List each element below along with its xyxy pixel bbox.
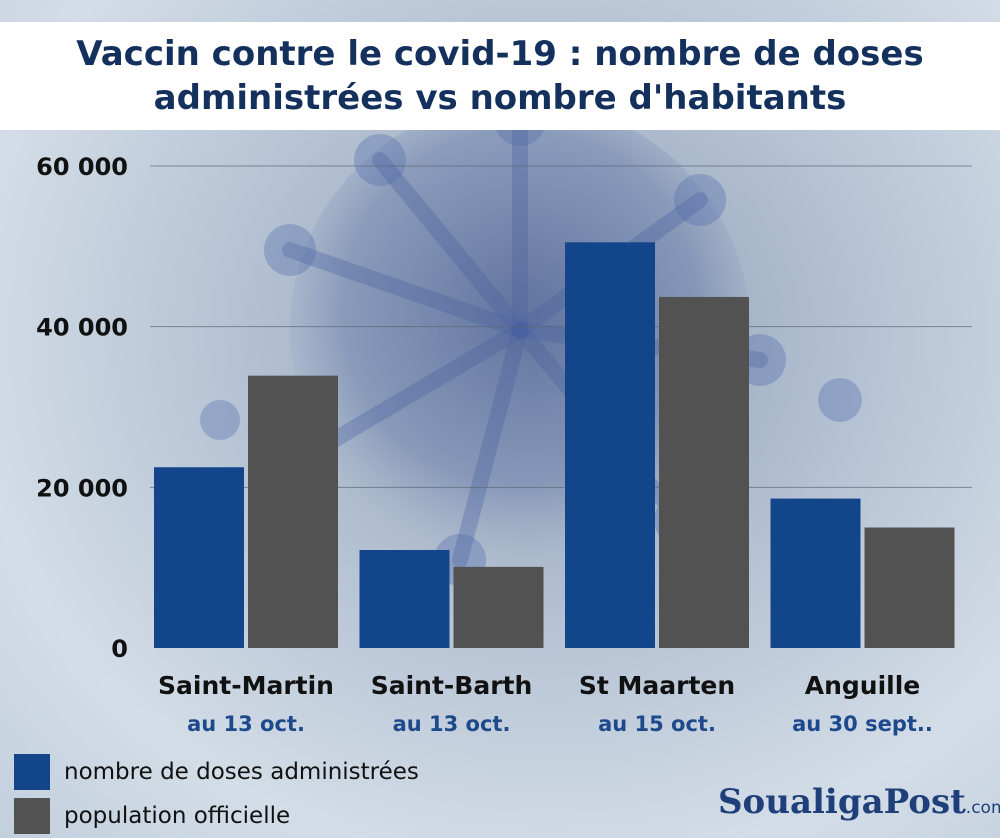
bar-doses bbox=[359, 549, 450, 648]
x-category-date: au 13 oct. bbox=[187, 712, 305, 736]
legend-label-population: population officielle bbox=[64, 803, 291, 829]
legend-item-population: population officielle bbox=[14, 794, 419, 838]
x-category-label: Anguille bbox=[805, 671, 921, 700]
y-tick-label: 40 000 bbox=[36, 314, 128, 342]
brand-name: SoualigaPost bbox=[718, 782, 966, 822]
bar-population bbox=[864, 527, 955, 648]
legend-swatch-population bbox=[14, 798, 50, 834]
bar-doses bbox=[770, 498, 861, 648]
chart-title-line-1: Vaccin contre le covid-19 : nombre de do… bbox=[76, 34, 924, 74]
bar-doses bbox=[565, 242, 655, 649]
legend-item-doses: nombre de doses administrées bbox=[14, 750, 419, 794]
y-tick-label: 60 000 bbox=[36, 153, 128, 181]
x-category-label: St Maarten bbox=[579, 671, 735, 700]
legend-label-doses: nombre de doses administrées bbox=[64, 759, 419, 785]
y-tick-label: 0 bbox=[111, 635, 128, 663]
x-category-date: au 13 oct. bbox=[393, 712, 511, 736]
bar-population bbox=[659, 296, 749, 648]
bar-doses bbox=[154, 467, 244, 648]
x-category-date: au 30 sept.. bbox=[792, 712, 933, 736]
chart-title-line-2: administrées vs nombre d'habitants bbox=[153, 78, 847, 118]
bar-population bbox=[248, 375, 338, 648]
x-category-date: au 15 oct. bbox=[598, 712, 716, 736]
x-category-label: Saint-Barth bbox=[371, 671, 533, 700]
bar-population bbox=[453, 566, 544, 648]
title-band: Vaccin contre le covid-19 : nombre de do… bbox=[0, 22, 1000, 130]
brand-logo: SoualigaPost.com bbox=[718, 782, 1000, 822]
brand-suffix: .com bbox=[965, 798, 1000, 818]
x-category-label: Saint-Martin bbox=[158, 671, 334, 700]
legend-swatch-doses bbox=[14, 754, 50, 790]
legend: nombre de doses administrées population … bbox=[14, 750, 419, 838]
y-tick-label: 20 000 bbox=[36, 474, 128, 502]
